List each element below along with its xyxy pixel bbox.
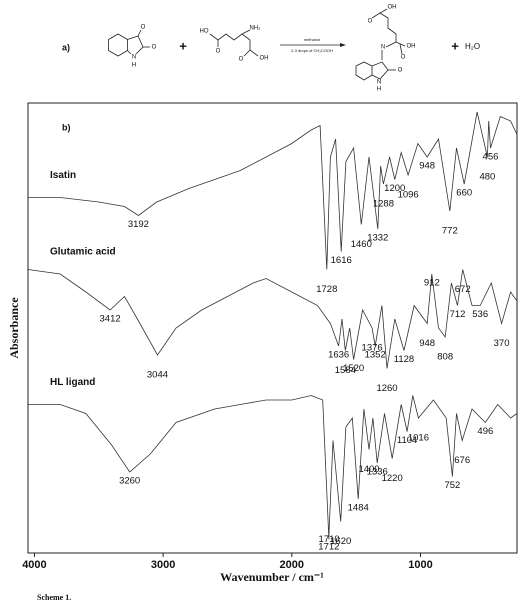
- peak-label: 1016: [408, 433, 429, 444]
- x-tick-label: 3000: [151, 559, 175, 571]
- atom: N: [132, 55, 136, 61]
- peak-label: 1104: [397, 435, 417, 446]
- atom: H: [377, 87, 381, 93]
- atom: O: [401, 55, 406, 61]
- peak-label: 912: [424, 278, 440, 289]
- peak-label: 676: [454, 455, 470, 466]
- peak-label: 1352: [365, 350, 386, 361]
- x-tick-label: 2000: [280, 559, 304, 571]
- peak-label: 1712: [318, 542, 339, 553]
- peak-label: 1710: [319, 534, 340, 545]
- peak-label: 712: [450, 309, 466, 320]
- y-axis-title: Absorbance: [7, 297, 21, 359]
- peak-label: 1376: [362, 343, 383, 354]
- peak-label: 480: [479, 172, 495, 183]
- scheme-label: a): [62, 42, 70, 52]
- series-label: HL ligand: [50, 377, 95, 388]
- atom: OH: [260, 56, 269, 62]
- peak-label: 1220: [382, 473, 403, 484]
- atom: H: [132, 63, 136, 69]
- x-tick-label: 1000: [408, 559, 432, 571]
- atom: O: [141, 25, 146, 31]
- byproduct: H₂O: [465, 42, 480, 51]
- atom: O: [239, 57, 244, 63]
- atom: O: [398, 68, 403, 74]
- peak-label: 536: [472, 309, 488, 320]
- atom: O: [368, 19, 373, 25]
- peak-label: 1636: [328, 350, 349, 361]
- peak-label: 1460: [351, 239, 372, 250]
- peak-label: 1620: [330, 536, 351, 547]
- isatin-structure: O O N H: [108, 25, 157, 69]
- peak-label: 370: [494, 338, 510, 349]
- glutamic-acid-structure: HO O NH₂ O OH: [200, 26, 269, 63]
- reaction-arrow: methanol 2-3 drops of CH₃COOH: [280, 37, 346, 53]
- peak-label: 948: [419, 338, 435, 349]
- caption: Scheme 1.: [37, 593, 71, 602]
- peak-label: 1096: [398, 190, 419, 201]
- peak-label: 1260: [376, 383, 397, 394]
- peak-label: 1584: [335, 365, 356, 376]
- peak-label: 1728: [316, 284, 337, 295]
- peak-label: 1332: [367, 233, 388, 244]
- peak-label: 1288: [373, 199, 394, 210]
- peak-label: 3044: [147, 370, 168, 381]
- plus-sign: +: [179, 38, 187, 53]
- atom: O: [152, 45, 157, 51]
- peak-label: 1128: [394, 354, 414, 365]
- atom: N: [377, 80, 381, 86]
- peak-label: 808: [437, 352, 453, 363]
- condition: 2-3 drops of CH₃COOH: [291, 48, 333, 53]
- atom: HO: [200, 29, 209, 35]
- peak-label: 3412: [100, 314, 121, 325]
- peak-label: 1200: [384, 183, 405, 194]
- spectrum-line: [28, 111, 518, 270]
- peak-label: 1616: [331, 255, 352, 266]
- atom: NH₂: [250, 26, 262, 32]
- atom: N: [381, 45, 385, 51]
- product-structure: O OH N OH O O N H: [355, 5, 416, 93]
- atom: OH: [407, 44, 416, 50]
- series-label: Glutamic acid: [50, 247, 116, 258]
- peak-label: 496: [477, 426, 493, 437]
- plot-frame: [27, 102, 518, 554]
- peak-label: 660: [456, 188, 472, 199]
- atom: O: [216, 49, 221, 55]
- peak-label: 1520: [343, 363, 364, 374]
- peak-label: 948: [419, 161, 435, 172]
- peak-label: 1400: [358, 464, 379, 475]
- peak-label: 3192: [128, 219, 149, 230]
- peak-label: 1484: [348, 503, 369, 514]
- spectrum-line: [27, 269, 518, 369]
- x-axis-title: Wavenumber / cm⁻¹: [220, 570, 324, 584]
- x-tick-label: 4000: [22, 559, 46, 571]
- peak-label: 672: [455, 284, 471, 295]
- peak-label: 752: [444, 480, 460, 491]
- peak-label: 456: [483, 152, 499, 163]
- spectrum-line: [28, 395, 518, 540]
- plus-sign: +: [451, 38, 459, 53]
- series-label: Isatin: [50, 170, 76, 181]
- peak-label: 772: [442, 226, 458, 237]
- condition: methanol: [304, 37, 321, 42]
- peak-label: 1336: [367, 467, 388, 478]
- peak-label: 3260: [119, 476, 140, 487]
- atom: OH: [388, 5, 397, 11]
- panel-label: b): [62, 122, 71, 132]
